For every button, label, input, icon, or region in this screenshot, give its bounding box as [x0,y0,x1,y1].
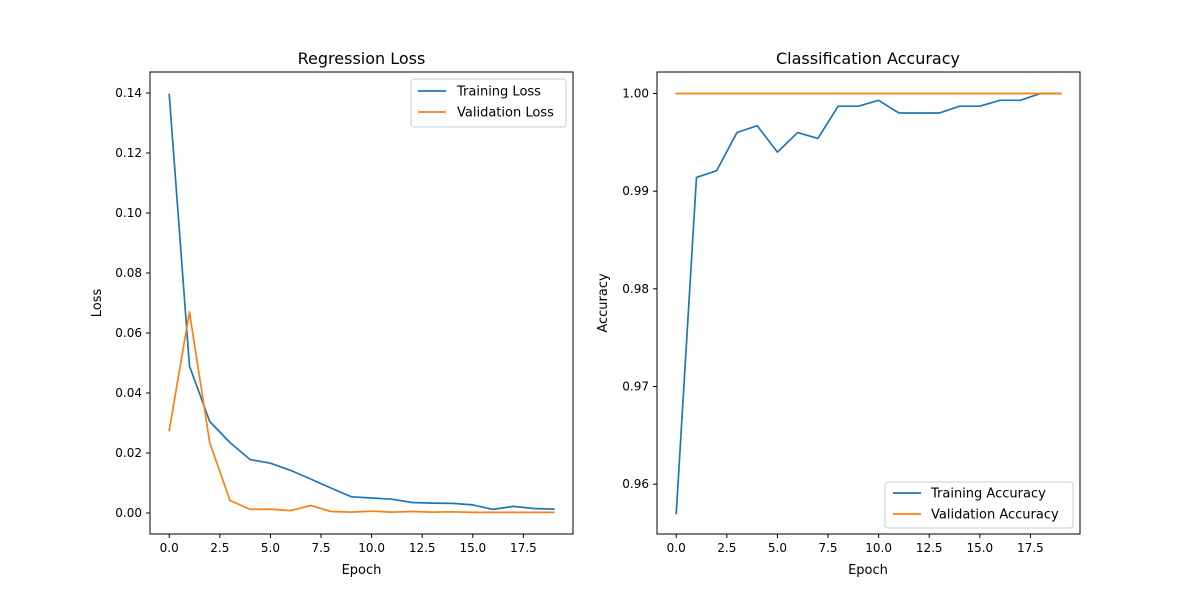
y-tick-label: 0.96 [622,477,649,491]
x-tick-label: 7.5 [311,541,330,555]
y-axis-label: Accuracy [596,273,611,333]
x-tick-label: 12.5 [409,541,436,555]
series-line-validation-loss [168,311,555,514]
y-tick-label: 0.06 [115,326,142,340]
plot-area-frame [656,71,1081,535]
axis-ticks: 0.0 2.5 5.0 7.5 10.0 12.5 15.0 17.5 0.96 0.97 0.98… [622,86,1043,555]
x-tick-label: 15.0 [459,541,486,555]
y-tick-label: 0.14 [115,86,142,100]
x-tick-label: 5.0 [261,541,280,555]
chart-title: Classification Accuracy [776,49,960,68]
y-tick-label: 0.04 [115,386,142,400]
y-tick-label: 0.02 [115,446,142,460]
plot-area-frame [149,71,574,535]
x-tick-label: 10.0 [358,541,385,555]
legend-label-validation-loss: Validation Loss [457,106,554,121]
series-line-training-loss [168,93,555,511]
x-tick-label: 2.5 [717,541,736,555]
x-axis-label: Epoch [848,563,888,578]
y-tick-label: 0.10 [115,206,142,220]
axis-ticks: 0.0 2.5 5.0 7.5 10.0 12.5 15.0 17.5 0.00 0.02 0.04… [115,86,536,555]
y-tick-label: 0.97 [622,380,649,394]
y-tick-label: 0.12 [115,146,142,160]
series-line-training-accuracy [675,92,1062,515]
legend-label-training-accuracy: Training Accuracy [930,487,1046,502]
x-tick-label: 10.0 [865,541,892,555]
y-tick-label: 0.08 [115,266,142,280]
regression-loss-chart: Regression Loss 0.0 2.5 5.0 7.5 10.0 12.5 15.0… [90,49,574,578]
legend-box [884,481,1074,529]
x-tick-label: 5.0 [768,541,787,555]
plot-lines [675,92,1062,515]
y-tick-label: 0.00 [115,506,142,520]
legend: Training Loss Validation Loss [410,78,567,128]
legend-label-validation-accuracy: Validation Accuracy [931,508,1059,523]
legend-box [410,78,567,128]
y-tick-label: 0.99 [622,184,649,198]
legend: Training Accuracy Validation Accuracy [884,481,1074,529]
legend-label-training-loss: Training Loss [456,85,541,100]
chart-title: Regression Loss [298,49,426,68]
x-tick-label: 12.5 [916,541,943,555]
x-tick-label: 17.5 [1017,541,1044,555]
x-tick-label: 0.0 [667,541,686,555]
y-tick-label: 0.98 [622,282,649,296]
x-tick-label: 2.5 [210,541,229,555]
y-axis-label: Loss [90,289,105,318]
x-tick-label: 0.0 [160,541,179,555]
x-axis-label: Epoch [342,563,382,578]
x-tick-label: 17.5 [510,541,537,555]
plot-lines [168,93,555,514]
x-tick-label: 7.5 [818,541,837,555]
classification-accuracy-chart: Classification Accuracy 0.0 2.5 5.0 7.5 10.0… [596,49,1081,578]
y-tick-label: 1.00 [622,86,649,100]
x-tick-label: 15.0 [966,541,993,555]
